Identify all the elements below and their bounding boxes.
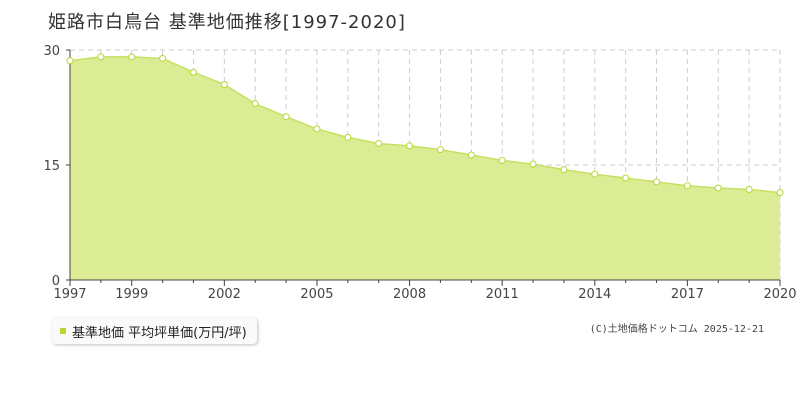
data-point (344, 133, 352, 141)
data-point (498, 156, 506, 164)
data-point (251, 100, 259, 108)
data-point (653, 178, 661, 186)
y-tick-label: 30 (43, 44, 60, 59)
x-tick-label: 2008 (393, 287, 426, 302)
data-point (529, 160, 537, 168)
data-point (220, 81, 228, 88)
data-point (436, 146, 444, 154)
x-tick-label: 2017 (671, 287, 704, 302)
legend: 基準地価 平均坪単価(万円/坪) (52, 318, 257, 344)
x-tick-label: 2005 (300, 287, 333, 302)
data-point (591, 170, 599, 178)
data-point (467, 151, 475, 159)
x-tick-label: 2014 (578, 287, 611, 302)
data-point (776, 189, 784, 197)
data-point (745, 186, 753, 194)
credit-text: (C)土地価格ドットコム 2025-12-21 (589, 324, 764, 335)
data-point (128, 53, 136, 61)
area-layer (69, 56, 781, 281)
series-area (70, 56, 780, 281)
data-point (97, 53, 105, 61)
x-tick-label: 2002 (208, 287, 241, 302)
series-line (69, 56, 781, 194)
y-tick-label: 0 (52, 274, 60, 289)
data-point (714, 184, 722, 192)
axes (66, 49, 781, 286)
x-tick-label: 2020 (763, 287, 796, 302)
data-point (406, 142, 414, 150)
data-point (189, 68, 197, 76)
x-tick-label: 2011 (486, 287, 519, 302)
chart-title: 姫路市白鳥台 基準地価推移[1997-2020] (48, 12, 406, 33)
legend-label: 基準地価 平均坪単価(万円/坪) (72, 325, 247, 341)
y-tick-label: 15 (43, 159, 60, 174)
data-markers (66, 53, 784, 197)
data-point (375, 140, 383, 148)
data-point (66, 57, 74, 65)
x-tick-label: 1997 (53, 287, 86, 302)
tick-labels: 0 15 30 1997 1999 2002 2005 2008 2011 2014 2017 202… (43, 44, 796, 302)
data-point (313, 125, 321, 133)
data-point (560, 166, 568, 174)
data-point (159, 54, 167, 62)
data-point (683, 182, 691, 190)
data-point (282, 113, 290, 121)
x-tick-label: 1999 (115, 287, 148, 302)
legend-swatch (60, 328, 66, 334)
data-point (622, 174, 630, 182)
